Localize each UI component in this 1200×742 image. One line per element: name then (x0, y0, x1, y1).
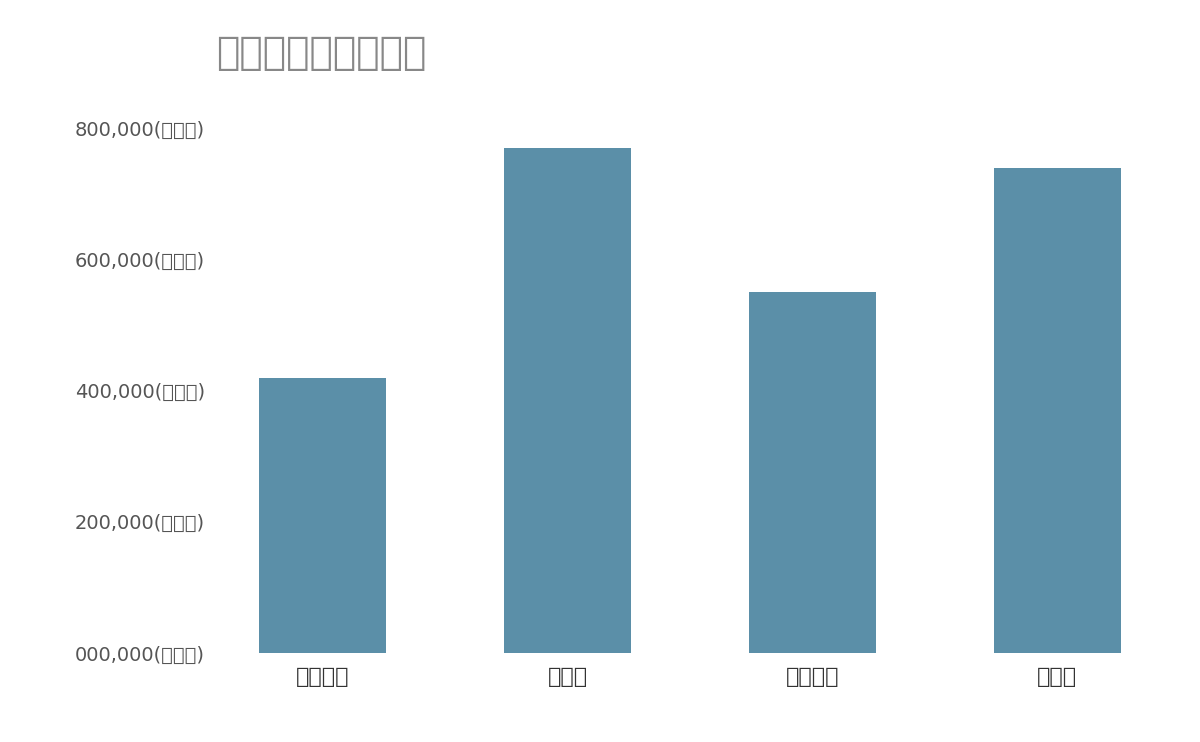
Text: 競合含む年間売上高: 競合含む年間売上高 (216, 34, 426, 72)
Bar (749, 292, 876, 653)
Bar (259, 378, 386, 653)
Bar (504, 148, 631, 653)
Bar (994, 168, 1121, 653)
